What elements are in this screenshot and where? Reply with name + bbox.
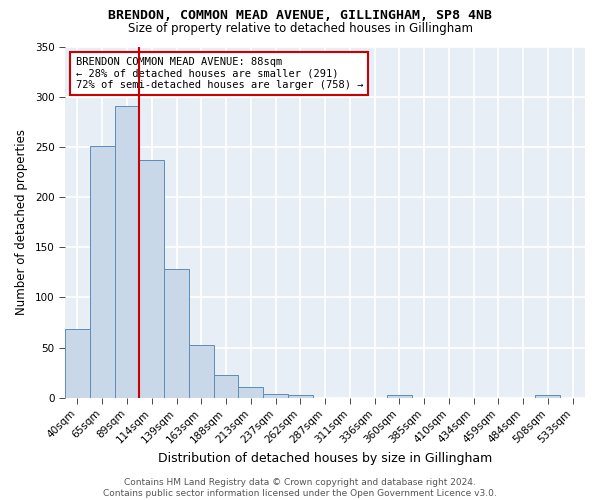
Bar <box>387 395 412 398</box>
Y-axis label: Number of detached properties: Number of detached properties <box>15 129 28 315</box>
Bar <box>164 270 189 398</box>
Text: Size of property relative to detached houses in Gillingham: Size of property relative to detached ho… <box>128 22 473 35</box>
Bar <box>139 160 164 398</box>
Bar <box>90 146 115 398</box>
Bar <box>115 106 139 398</box>
Bar <box>263 394 288 398</box>
Bar <box>238 386 263 398</box>
Bar <box>214 374 238 398</box>
Bar <box>288 395 313 398</box>
X-axis label: Distribution of detached houses by size in Gillingham: Distribution of detached houses by size … <box>158 452 492 465</box>
Bar <box>65 328 90 398</box>
Text: BRENDON COMMON MEAD AVENUE: 88sqm
← 28% of detached houses are smaller (291)
72%: BRENDON COMMON MEAD AVENUE: 88sqm ← 28% … <box>76 57 363 90</box>
Text: BRENDON, COMMON MEAD AVENUE, GILLINGHAM, SP8 4NB: BRENDON, COMMON MEAD AVENUE, GILLINGHAM,… <box>108 9 492 22</box>
Bar <box>535 395 560 398</box>
Bar <box>189 344 214 398</box>
Text: Contains HM Land Registry data © Crown copyright and database right 2024.
Contai: Contains HM Land Registry data © Crown c… <box>103 478 497 498</box>
